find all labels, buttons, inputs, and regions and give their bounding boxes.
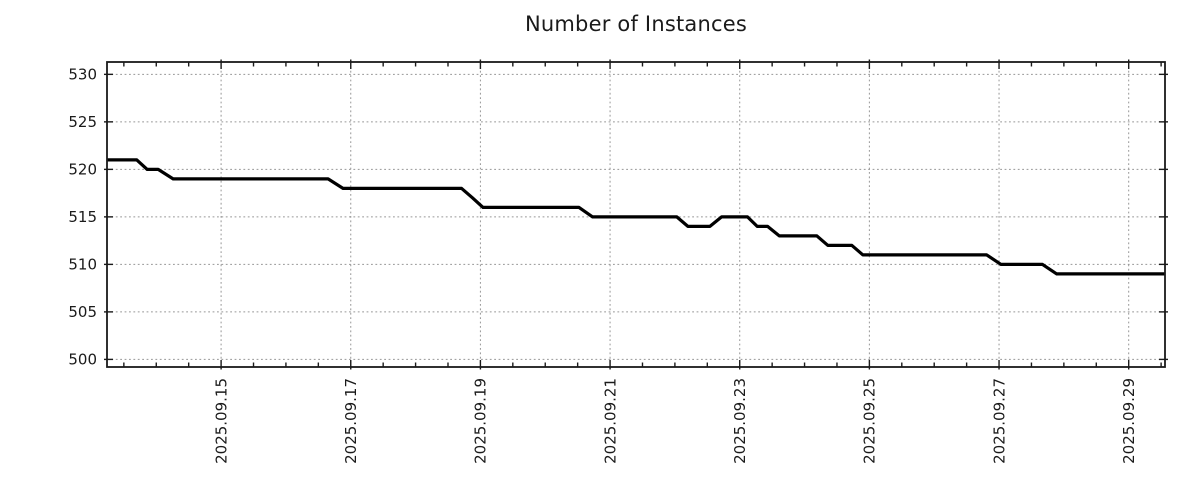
y-tick-label: 510	[68, 256, 97, 274]
plot-border	[106, 61, 1166, 368]
chart-title: Number of Instances	[524, 12, 747, 36]
y-tick-label: 505	[68, 303, 97, 321]
data-series-line	[107, 158, 1165, 276]
y-tick-label: 515	[68, 208, 97, 226]
y-tick-label: 500	[68, 351, 97, 369]
x-tick-label: 2025.09.29	[1120, 378, 1138, 464]
x-tick-label: 2025.09.25	[861, 378, 879, 464]
y-tick-label: 530	[68, 66, 97, 84]
x-tick-label: 2025.09.17	[342, 378, 360, 464]
axis-ticks	[104, 59, 1168, 370]
x-tick-labels: 2025.09.15 2025.09.17 2025.09.19 2025.09.21…	[212, 378, 1138, 464]
x-tick-label: 2025.09.15	[212, 378, 230, 464]
y-tick-labels: 500 505 510 515 520 525 530	[68, 66, 97, 369]
x-tick-label: 2025.09.21	[601, 378, 619, 464]
x-tick-label: 2025.09.27	[990, 378, 1008, 464]
x-tick-label: 2025.09.19	[472, 378, 490, 464]
x-tick-label: 2025.09.23	[731, 378, 749, 464]
gridlines	[107, 62, 1165, 367]
y-tick-label: 520	[68, 161, 97, 179]
y-tick-label: 525	[68, 113, 97, 131]
